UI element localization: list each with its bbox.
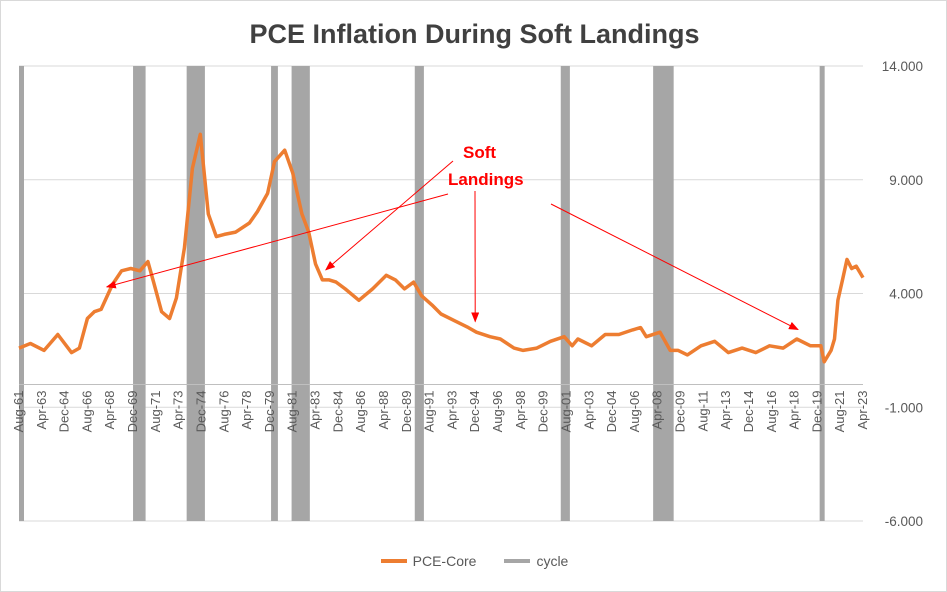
x-tick-label: Apr-23 (855, 391, 870, 430)
x-tick-label: Apr-73 (171, 391, 186, 430)
x-tick-label: Dec-09 (673, 391, 688, 433)
x-tick-label: Dec-19 (809, 391, 824, 433)
annotation-arrow (550, 203, 799, 331)
x-tick-label: Apr-88 (376, 391, 391, 430)
x-tick-label: Aug-61 (11, 391, 26, 433)
annotation-arrow (325, 160, 454, 271)
x-tick-label: Dec-94 (467, 391, 482, 433)
x-tick-label: Dec-04 (604, 391, 619, 433)
x-tick-label: Aug-91 (422, 391, 437, 433)
x-tick-label: Dec-74 (194, 391, 209, 433)
chart-title: PCE Inflation During Soft Landings (249, 19, 700, 49)
x-tick-label: Aug-76 (216, 391, 231, 433)
x-tick-label: Dec-14 (741, 391, 756, 433)
annotation-arrow (105, 193, 449, 289)
legend-label-cycle: cycle (536, 553, 569, 569)
x-tick-label: Apr-03 (581, 391, 596, 430)
x-tick-label: Apr-98 (513, 391, 528, 430)
recession-band (819, 66, 825, 521)
x-tick-label: Aug-71 (148, 391, 163, 433)
y-tick-label: -1.000 (885, 400, 923, 415)
plot-area: -6.000 -1.000 4.000 9.000 14.000 Aug-61 Apr-63… (11, 59, 923, 529)
x-tick-label: Aug-21 (832, 391, 847, 433)
recession-band (186, 66, 205, 521)
recession-band (560, 66, 570, 521)
x-tick-label: Dec-69 (125, 391, 140, 433)
y-tick-label: 14.000 (882, 59, 923, 74)
recession-band (19, 66, 24, 521)
x-tick-label: Dec-99 (536, 391, 551, 433)
x-tick-label: Apr-08 (650, 391, 665, 430)
y-tick-label: 4.000 (889, 287, 923, 302)
recession-band (133, 66, 146, 521)
y-tick-label: 9.000 (889, 173, 923, 188)
annotation-text: Soft (463, 143, 496, 162)
legend-label-pce-core: PCE-Core (412, 553, 477, 569)
x-tick-label: Apr-93 (444, 391, 459, 430)
x-tick-label: Dec-84 (330, 391, 345, 433)
legend-swatch-pce-core (380, 559, 407, 563)
x-tick-label: Aug-16 (764, 391, 779, 433)
x-tick-label: Aug-66 (79, 391, 94, 433)
legend: PCE-Core cycle (1, 553, 947, 569)
x-tick-label: Aug-86 (353, 391, 368, 433)
x-tick-label: Aug-01 (559, 391, 574, 433)
legend-item-cycle: cycle (504, 553, 568, 569)
x-tick-label: Apr-63 (34, 391, 49, 430)
x-tick-label: Apr-13 (718, 391, 733, 430)
x-tick-label: Apr-18 (787, 391, 802, 430)
x-tick-label: Apr-78 (239, 391, 254, 430)
x-tick-label: Aug-81 (285, 391, 300, 433)
x-tick-label: Apr-68 (102, 391, 117, 430)
legend-item-pce-core: PCE-Core (380, 553, 477, 569)
series-line-pce-core (18, 132, 865, 364)
x-tick-label: Dec-64 (57, 391, 72, 433)
legend-swatch-cycle (504, 559, 531, 563)
annotation-text: Landings (448, 170, 524, 189)
recession-band (653, 66, 674, 521)
y-tick-label: -6.000 (885, 514, 923, 529)
x-tick-label: Aug-96 (490, 391, 505, 433)
x-tick-label: Dec-89 (399, 391, 414, 433)
recession-band (271, 66, 278, 521)
x-tick-label: Aug-11 (695, 391, 710, 432)
x-tick-label: Dec-79 (262, 391, 277, 433)
x-tick-label: Aug-06 (627, 391, 642, 433)
x-tick-label: Apr-83 (308, 391, 323, 430)
recession-band (291, 66, 310, 521)
